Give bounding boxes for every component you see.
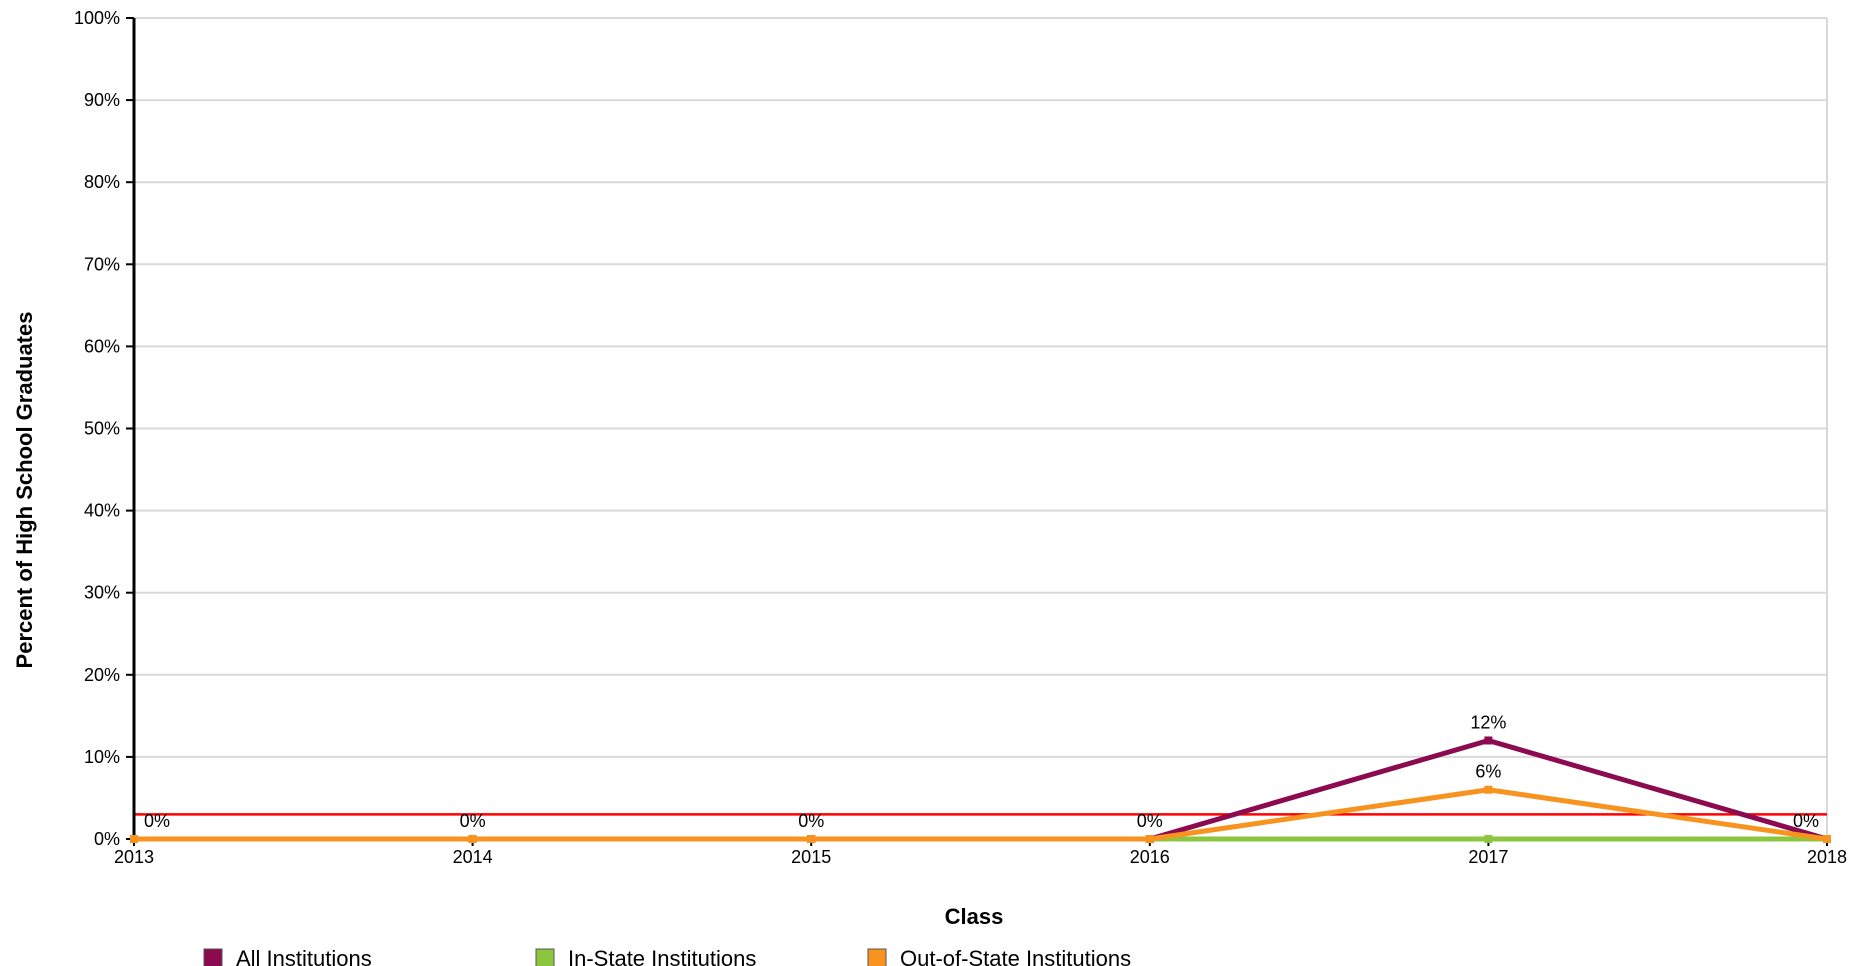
x-tick-label: 2014 [453,847,493,867]
legend-label: All Institutions [236,946,372,966]
data-label: 0% [798,811,824,831]
y-axis-title: Percent of High School Graduates [12,312,37,669]
data-label: 12% [1470,712,1506,732]
y-tick-label: 40% [84,501,120,521]
x-tick-label: 2015 [791,847,831,867]
y-tick-label: 70% [84,254,120,274]
y-tick-label: 60% [84,336,120,356]
legend-item: Out-of-State Institutions [867,946,1131,966]
data-point [1145,835,1154,843]
data-label: 0% [1137,811,1163,831]
data-point [468,835,477,843]
data-point [1484,736,1493,745]
data-labels: 0% 0% 0% 0% 12% 0% 6% [144,712,1819,831]
y-tick-label: 20% [84,665,120,685]
x-tick-labels: 2013 2014 2015 2016 2017 2018 [114,839,1847,867]
legend-item: In-State Institutions [535,946,756,966]
legend-item: All Institutions [203,946,372,966]
x-tick-label: 2013 [114,847,154,867]
data-label: 0% [1793,811,1819,831]
y-tick-label: 0% [94,829,120,849]
series-line [134,787,1828,842]
data-point [1484,785,1493,794]
data-point [807,835,816,843]
x-tick-label: 2017 [1468,847,1508,867]
data-label: 0% [144,811,170,831]
gridlines [126,17,1828,840]
x-tick-label: 2018 [1807,847,1847,867]
data-point [130,835,138,843]
x-axis-title: Class [945,904,1004,929]
y-tick-labels: 0% 10% 20% 30% 40% 50% 60% 70% 80% 90% 100% [74,8,120,849]
legend-swatch [535,948,555,966]
y-tick-label: 50% [84,419,120,439]
series-line [134,737,1828,842]
x-tick-label: 2016 [1130,847,1170,867]
series-lines [130,736,1831,843]
y-tick-label: 10% [84,747,120,767]
y-tick-label: 80% [84,172,120,192]
data-point [1484,835,1493,843]
y-tick-label: 100% [74,8,120,28]
data-label: 6% [1475,762,1501,782]
legend: All Institutions In-State Institutions Out… [203,946,1131,966]
legend-swatch [867,948,887,966]
legend-swatch [203,948,223,966]
y-tick-label: 90% [84,90,120,110]
y-tick-label: 30% [84,583,120,603]
data-label: 0% [460,811,486,831]
legend-label: In-State Institutions [568,946,756,966]
legend-label: Out-of-State Institutions [900,946,1131,966]
data-point [1823,835,1831,843]
